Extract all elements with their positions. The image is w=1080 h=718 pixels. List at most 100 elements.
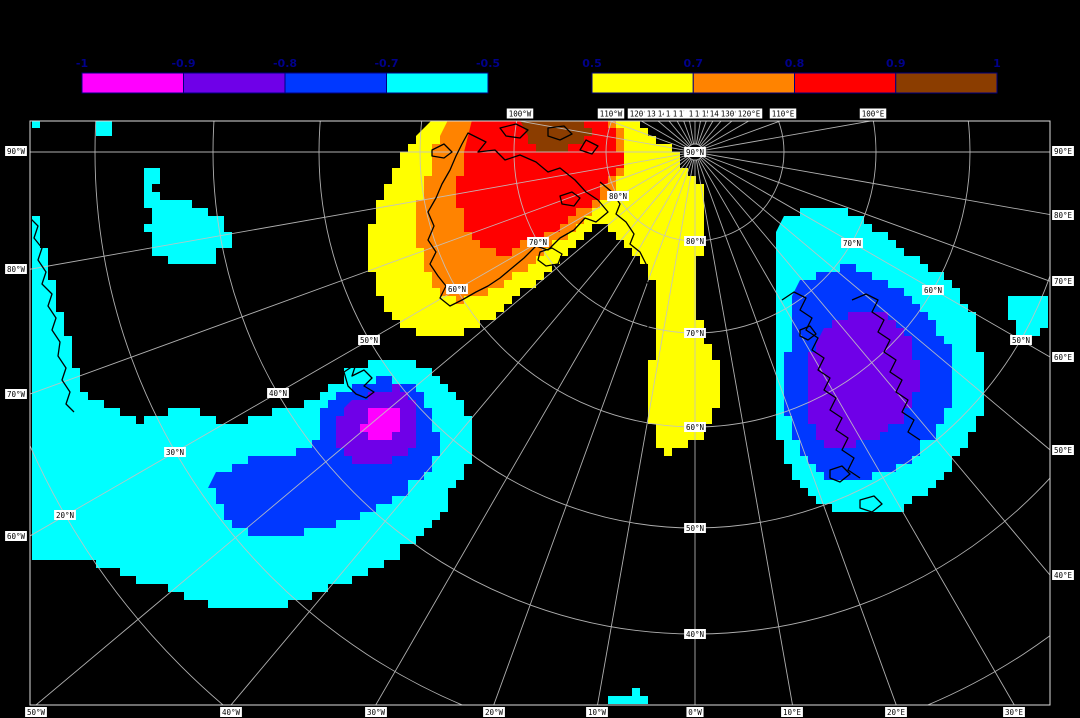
coastline-east-island-a: [799, 325, 817, 341]
grid-label-box: [5, 146, 27, 156]
grid-label: 110°E: [769, 108, 797, 119]
grid-label-text: 80°W: [7, 265, 26, 274]
grid-label-box: [1052, 276, 1074, 286]
meridian-line: [702, 152, 1050, 216]
grid-label-text: 130°E: [721, 110, 744, 119]
grid-label-box: [607, 191, 629, 201]
grid-label: 60°N: [446, 284, 468, 294]
grid-label-text: 110°E: [772, 110, 795, 119]
grid-label-text: 70°W: [7, 390, 26, 399]
grid-label: 120°W: [627, 108, 655, 119]
coastline-arctic-island-c: [547, 125, 573, 141]
grid-label-text: 80°N: [609, 192, 627, 201]
colorbar-positive-segment: [591, 72, 694, 94]
grid-label: 70°N: [841, 238, 863, 248]
coastline-east-island-b: [829, 465, 851, 483]
grid-label-box: [586, 707, 608, 717]
colorbar-positive-tick-label: 1: [993, 57, 1001, 70]
coastline-east-coast-1: [781, 291, 861, 479]
meridian-line: [230, 157, 691, 705]
coastline-newfoundland: [343, 363, 375, 399]
grid-label: 60°N: [922, 285, 944, 295]
grid-label-box: [684, 236, 706, 246]
grid-label: 20°W: [483, 707, 505, 717]
grid-label-box: [718, 108, 746, 119]
grid-label-text: 50°N: [686, 524, 704, 533]
grid-label: 40°N: [267, 388, 289, 398]
grid-label-text: 40°E: [1054, 571, 1073, 580]
grid-label: 70°W: [5, 389, 27, 399]
grid-label: 30°E: [1003, 707, 1025, 717]
grid-label-text: 40°W: [222, 708, 241, 717]
grid-label-box: [769, 108, 797, 119]
grid-label-text: 60°W: [7, 532, 26, 541]
colorbar-positive: 0.5 0.7 0.8 0.9 1: [582, 57, 1001, 94]
grid-label: 130°E: [718, 108, 746, 119]
grid-label: 40°N: [684, 629, 706, 639]
grid-label-box: [1052, 570, 1074, 580]
grid-label-text: 30°W: [367, 708, 386, 717]
colorbar-positive-tick-label: 0.7: [684, 57, 704, 70]
colorbar-positive-segment: [692, 72, 795, 94]
colorbar-positive-segment: [794, 72, 897, 94]
grid-label: 50°W: [25, 707, 47, 717]
grid-label: 60°E: [1052, 352, 1074, 362]
colorbar-negative-tick-label: -0.5: [476, 57, 500, 70]
grid-label-text: 60°N: [448, 285, 466, 294]
coastline-labrador-coast: [30, 217, 75, 413]
grid-label-box: [54, 510, 76, 520]
grid-label-text: 70°E: [1054, 277, 1073, 286]
grid-label-box: [220, 707, 242, 717]
grid-label: 90°N: [684, 147, 706, 157]
grid-label: 20°E: [885, 707, 907, 717]
grid-label-text: 10°W: [588, 708, 607, 717]
grid-label-text: 50°E: [1054, 446, 1073, 455]
grid-label: 50°N: [1010, 335, 1032, 345]
grid-label: 100°E: [859, 108, 887, 119]
grid-label-box: [358, 335, 380, 345]
colorbar-positive-tick-label: 0.8: [785, 57, 805, 70]
grid-label-text: 70°N: [529, 238, 547, 247]
meridian-line: [700, 156, 1050, 451]
meridian-line: [375, 158, 692, 705]
grid-label-text: 100°E: [862, 110, 885, 119]
grid-label-text: 50°N: [360, 336, 378, 345]
region-cold-magenta-core: [360, 408, 400, 440]
colorbar-negative-tick-label: -0.9: [171, 57, 195, 70]
grid-label: 50°N: [358, 335, 380, 345]
grid-label-text: 50°N: [1012, 336, 1030, 345]
grid-label-box: [5, 531, 27, 541]
grid-label-text: 70°N: [686, 329, 704, 338]
grid-label: 70°N: [527, 237, 549, 247]
grid-label-text: 30°N: [166, 448, 184, 457]
coastline-arctic-island-d: [579, 139, 599, 155]
grid-label-text: 40°N: [269, 389, 287, 398]
grid-label: 90°E: [1052, 146, 1074, 156]
grid-label-box: [684, 629, 706, 639]
coastline-norway-coast: [599, 181, 655, 331]
grid-label-box: [5, 389, 27, 399]
grid-label-text: 40°N: [686, 630, 704, 639]
meridian-line: [695, 159, 793, 705]
grid-label-box: [527, 237, 549, 247]
grid-label-box: [781, 707, 803, 717]
grid-label-text: 120°E: [738, 110, 761, 119]
grid-label-box: [841, 238, 863, 248]
coastline-east-coast-2: [851, 293, 921, 441]
colorbar-positive-segment: [895, 72, 998, 94]
grid-label: 40°E: [1052, 570, 1074, 580]
grid-label-box: [627, 108, 655, 119]
grid-label-box: [506, 108, 534, 119]
grid-label-box: [1003, 707, 1025, 717]
grid-label-box: [885, 707, 907, 717]
grid-label-box: [1052, 445, 1074, 455]
grid-label-box: [922, 285, 944, 295]
grid-label: 0°W: [686, 707, 704, 717]
grid-label: 40°W: [220, 707, 242, 717]
coastline-iceland: [537, 247, 563, 267]
grid-label: 120°E: [735, 108, 763, 119]
grid-label-box: [1010, 335, 1032, 345]
colorbar-negative: -1 -0.9 -0.8 -0.7 -0.5: [76, 57, 500, 94]
